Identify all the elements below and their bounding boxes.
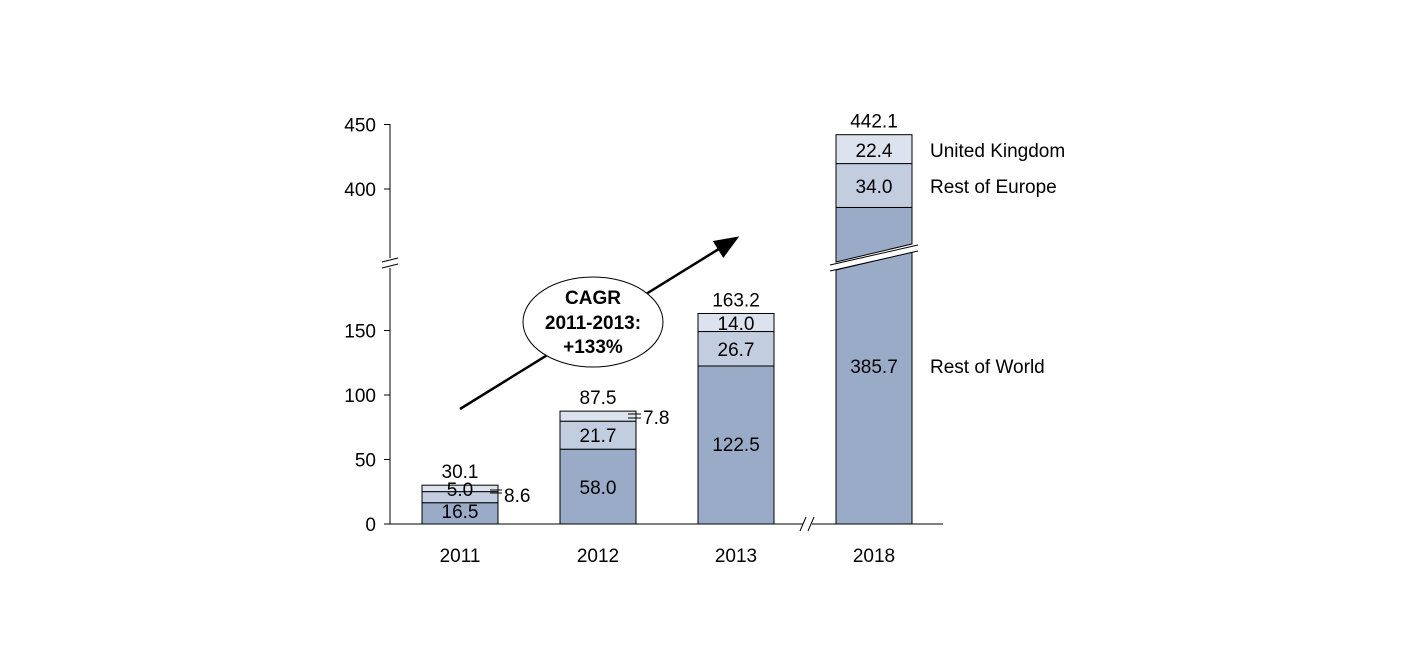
segment-label: 58.0 (580, 478, 617, 499)
data-labels: 30.1 87.5 163.2 442.1 16.55.0 8.6 58.0 21.7 7.8 1… (442, 112, 898, 523)
segment-label: 26.7 (718, 340, 755, 361)
bar-segment (697, 331, 775, 367)
axes: 0 50 100 150 400 450 2011 2012 2013 2018 (344, 116, 943, 567)
segment-label: 7.8 (643, 408, 669, 429)
cagr-annotation: CAGR 2011-2013: +133% (459, 236, 740, 411)
y-tick-label: 150 (344, 322, 376, 343)
bar-segment (559, 410, 637, 422)
bars (421, 134, 920, 525)
x-axis-break-mark (799, 516, 807, 532)
bar-segment (559, 420, 637, 450)
y-tick-label: 50 (355, 451, 376, 472)
cagr-text: +133% (563, 337, 623, 358)
segment-label: 8.6 (504, 486, 530, 507)
total-label: 442.1 (850, 112, 898, 133)
x-axis-break-mark (807, 516, 815, 532)
x-tick-label: 2013 (715, 546, 757, 567)
y-tick-label: 400 (344, 180, 376, 201)
segment-label: 14.0 (718, 314, 755, 335)
bar-segment (835, 251, 913, 525)
total-label: 163.2 (712, 290, 760, 311)
bar-break-gap (828, 244, 920, 272)
segment-label: 16.5 (442, 502, 479, 523)
bar-segment (835, 134, 913, 165)
x-axis-break-gap (803, 516, 812, 532)
segment-label: 22.4 (856, 141, 893, 162)
x-tick-label: 2018 (853, 546, 895, 567)
legend-label: Rest of Europe (930, 177, 1057, 198)
legend-label: United Kingdom (930, 141, 1065, 162)
segment-label: 21.7 (580, 426, 617, 447)
bar-segment (697, 365, 775, 525)
segment-label: 385.7 (850, 357, 898, 378)
legend: Rest of World Rest of Europe United Kingdo… (930, 141, 1065, 378)
x-tick-label: 2011 (440, 546, 481, 567)
y-tick-label: 100 (344, 386, 376, 407)
cagr-text: CAGR (565, 288, 621, 309)
legend-label: Rest of World (930, 357, 1045, 378)
y-axis-break-mark (381, 263, 399, 269)
total-label: 30.1 (442, 462, 479, 483)
bar-segment (421, 484, 499, 493)
cagr-text: 2011-2013: (545, 313, 641, 334)
segment-label: 34.0 (856, 177, 893, 198)
x-tick-label: 2012 (577, 546, 619, 567)
bar-break-line (829, 244, 919, 266)
cagr-ellipse (522, 276, 664, 368)
segment-label: 5.0 (447, 480, 473, 501)
segment-label: 122.5 (712, 435, 760, 456)
y-tick-label: 450 (344, 116, 376, 137)
y-axis-break-mark (381, 257, 399, 263)
y-tick-label: 0 (365, 515, 376, 536)
bar-segment (697, 312, 775, 333)
bar-break-line (829, 250, 919, 272)
total-label: 87.5 (580, 388, 617, 409)
